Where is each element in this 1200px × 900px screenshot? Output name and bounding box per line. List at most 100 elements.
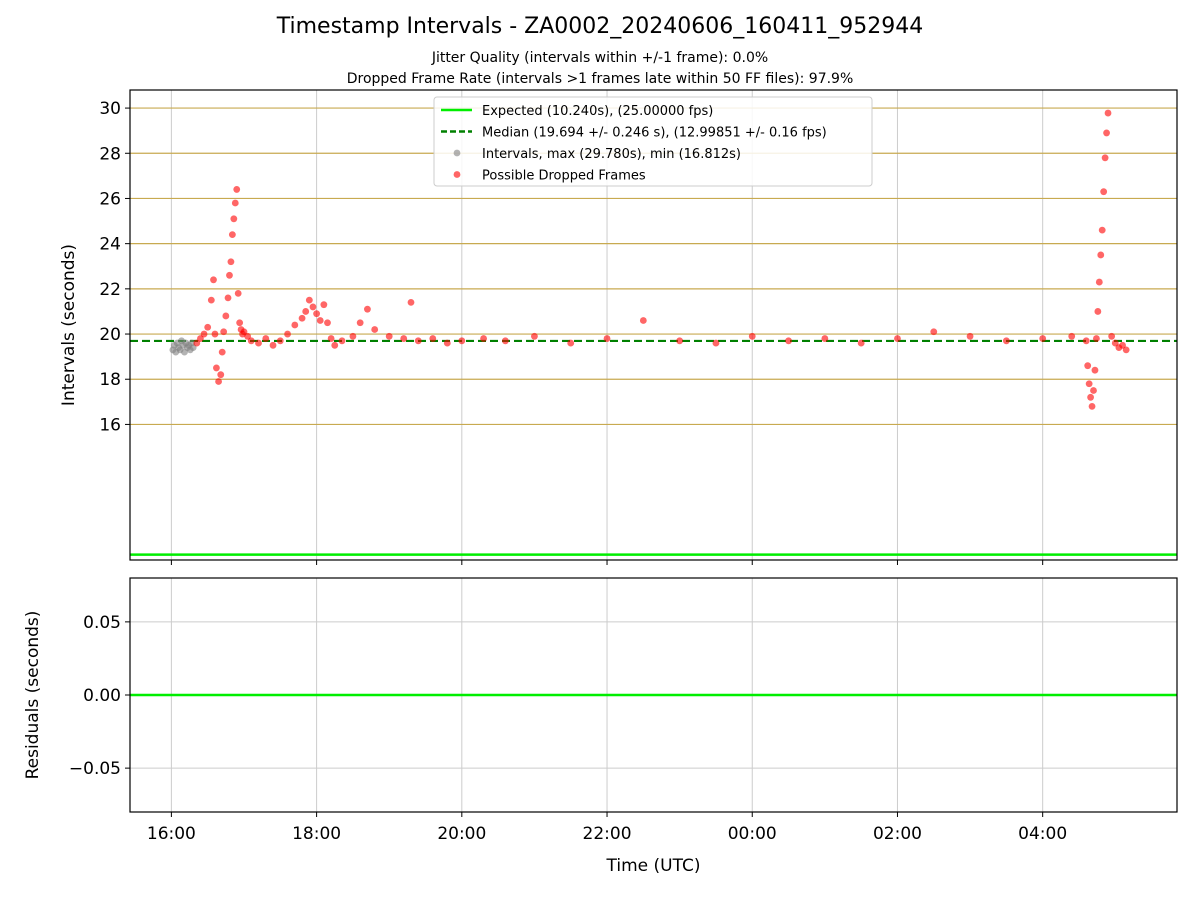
dropped-frame-point: [821, 335, 829, 342]
legend-expected-label: Expected (10.240s), (25.00000 fps): [482, 104, 713, 119]
dropped-frame-point: [1095, 278, 1103, 286]
dropped-frame-point: [1122, 346, 1130, 354]
dropped-frame-point: [1039, 335, 1047, 342]
intervals-panel: 16 18 20 22 24 26 28 30 Intervals (seconds): [59, 89, 1178, 561]
dropped-frame-point: [480, 335, 487, 342]
dropped-frame-point: [200, 330, 208, 338]
dropped-frame-point: [324, 319, 331, 327]
dropped-frame-point: [305, 296, 313, 304]
dropped-frame-point: [302, 308, 310, 315]
dropped-frame-point: [262, 335, 270, 342]
legend: Expected (10.240s), (25.00000 fps) Median…: [433, 96, 873, 187]
dropped-frame-point: [371, 326, 379, 333]
chart-subtitle-dropped: Dropped Frame Rate (intervals >1 frames …: [346, 71, 854, 87]
dropped-frame-point: [204, 323, 212, 331]
dropped-frame-point: [244, 332, 252, 340]
top-ytick-label: 24: [99, 235, 121, 255]
dropped-frame-point: [603, 335, 611, 342]
xtick-label: 22:00: [583, 824, 632, 844]
dropped-frame-point: [712, 339, 720, 347]
top-ytick-label: 16: [99, 415, 121, 435]
dropped-frame-point: [1111, 339, 1119, 347]
dropped-frame-point: [197, 335, 204, 342]
dropped-frame-point: [233, 186, 241, 193]
dropped-frame-point: [531, 332, 538, 340]
dropped-frame-point: [217, 371, 225, 379]
xtick-label: 04:00: [1018, 824, 1067, 844]
dropped-frame-point: [1084, 362, 1092, 370]
dropped-frame-point: [291, 321, 299, 329]
dropped-frame-point: [414, 337, 422, 345]
legend-dropped-label: Possible Dropped Frames: [482, 169, 646, 184]
dropped-frame-point: [407, 299, 415, 306]
dropped-frame-point: [1104, 109, 1112, 117]
top-ytick-label: 22: [99, 280, 121, 300]
dropped-frame-point: [1082, 337, 1090, 345]
dropped-frame-point: [236, 319, 244, 327]
dropped-frame-point: [458, 337, 466, 345]
dropped-frame-point: [443, 339, 451, 347]
top-plot-frame: [129, 89, 1178, 561]
residuals-panel: 0.05 0.00 −0.05 Residuals (seconds): [23, 577, 1178, 813]
bottom-ytick-label: 0.00: [83, 686, 121, 706]
xtick-label: 18:00: [292, 824, 341, 844]
dropped-frame-point: [226, 271, 233, 279]
dropped-frame-point: [240, 328, 248, 336]
dropped-frame-point: [269, 341, 277, 349]
dropped-frame-point: [1002, 337, 1010, 345]
top-ytick-label: 30: [99, 99, 121, 119]
top-ytick-label: 26: [99, 189, 121, 209]
dropped-frame-point: [193, 339, 201, 347]
top-ylabel: Intervals (seconds): [59, 244, 79, 406]
dropped-frame-point: [331, 341, 339, 349]
bottom-ytick-label: 0.05: [83, 613, 121, 633]
dropped-frame-point: [1101, 154, 1109, 162]
bottom-ylabel: Residuals (seconds): [23, 611, 43, 780]
dropped-frame-point: [327, 335, 335, 342]
dropped-frame-point: [309, 303, 317, 311]
dropped-frame-point: [1087, 393, 1094, 401]
dropped-frame-point: [1093, 335, 1100, 342]
xlabel: Time (UTC): [606, 856, 701, 876]
top-ytick-label: 18: [99, 370, 121, 390]
dropped-frame-point: [224, 294, 232, 302]
dropped-frame-point: [1068, 332, 1076, 340]
dropped-frame-point: [676, 337, 684, 345]
dropped-frame-point: [213, 364, 220, 372]
interval-point: [189, 344, 197, 351]
x-axis: 16:00 18:00 20:00 22:00 00:00 02:00 04:00 Time …: [147, 560, 1067, 876]
dropped-frame-point: [1098, 226, 1106, 234]
dropped-frame-point: [320, 301, 328, 309]
dropped-frame-point: [364, 305, 371, 313]
dropped-frame-point: [639, 317, 647, 324]
dropped-frame-point: [247, 337, 255, 345]
bottom-ytick-label: −0.05: [69, 759, 121, 779]
dropped-frame-point: [211, 330, 219, 338]
dropped-frame-point: [1103, 129, 1110, 137]
xtick-label: 16:00: [147, 824, 196, 844]
chart-subtitle-jitter: Jitter Quality (intervals within +/-1 fr…: [431, 50, 769, 66]
dropped-frame-point: [234, 289, 242, 297]
dropped-frame-point: [748, 332, 756, 340]
dropped-frame-point: [313, 310, 321, 318]
dropped-frame-point: [1108, 332, 1116, 340]
dropped-frame-point: [785, 337, 792, 345]
dropped-frame-point: [218, 348, 226, 356]
dropped-frame-point: [227, 258, 235, 266]
dropped-frame-point: [894, 335, 901, 342]
legend-median-label: Median (19.694 +/- 0.246 s), (12.99851 +…: [482, 126, 827, 141]
dropped-frame-point: [207, 296, 215, 304]
dropped-frame-point: [1097, 251, 1105, 259]
dropped-frame-point: [298, 314, 306, 322]
xtick-label: 20:00: [437, 824, 486, 844]
dropped-frame-point: [966, 332, 974, 340]
xtick-label: 02:00: [873, 824, 922, 844]
dropped-frame-point: [400, 335, 408, 342]
dropped-frame-point: [220, 328, 228, 336]
legend-box: [433, 96, 873, 187]
dropped-frame-point: [215, 378, 222, 385]
legend-intervals-label: Intervals, max (29.780s), min (16.812s): [482, 147, 741, 162]
dropped-frame-point: [429, 335, 437, 342]
legend-intervals-swatch: [453, 149, 461, 157]
